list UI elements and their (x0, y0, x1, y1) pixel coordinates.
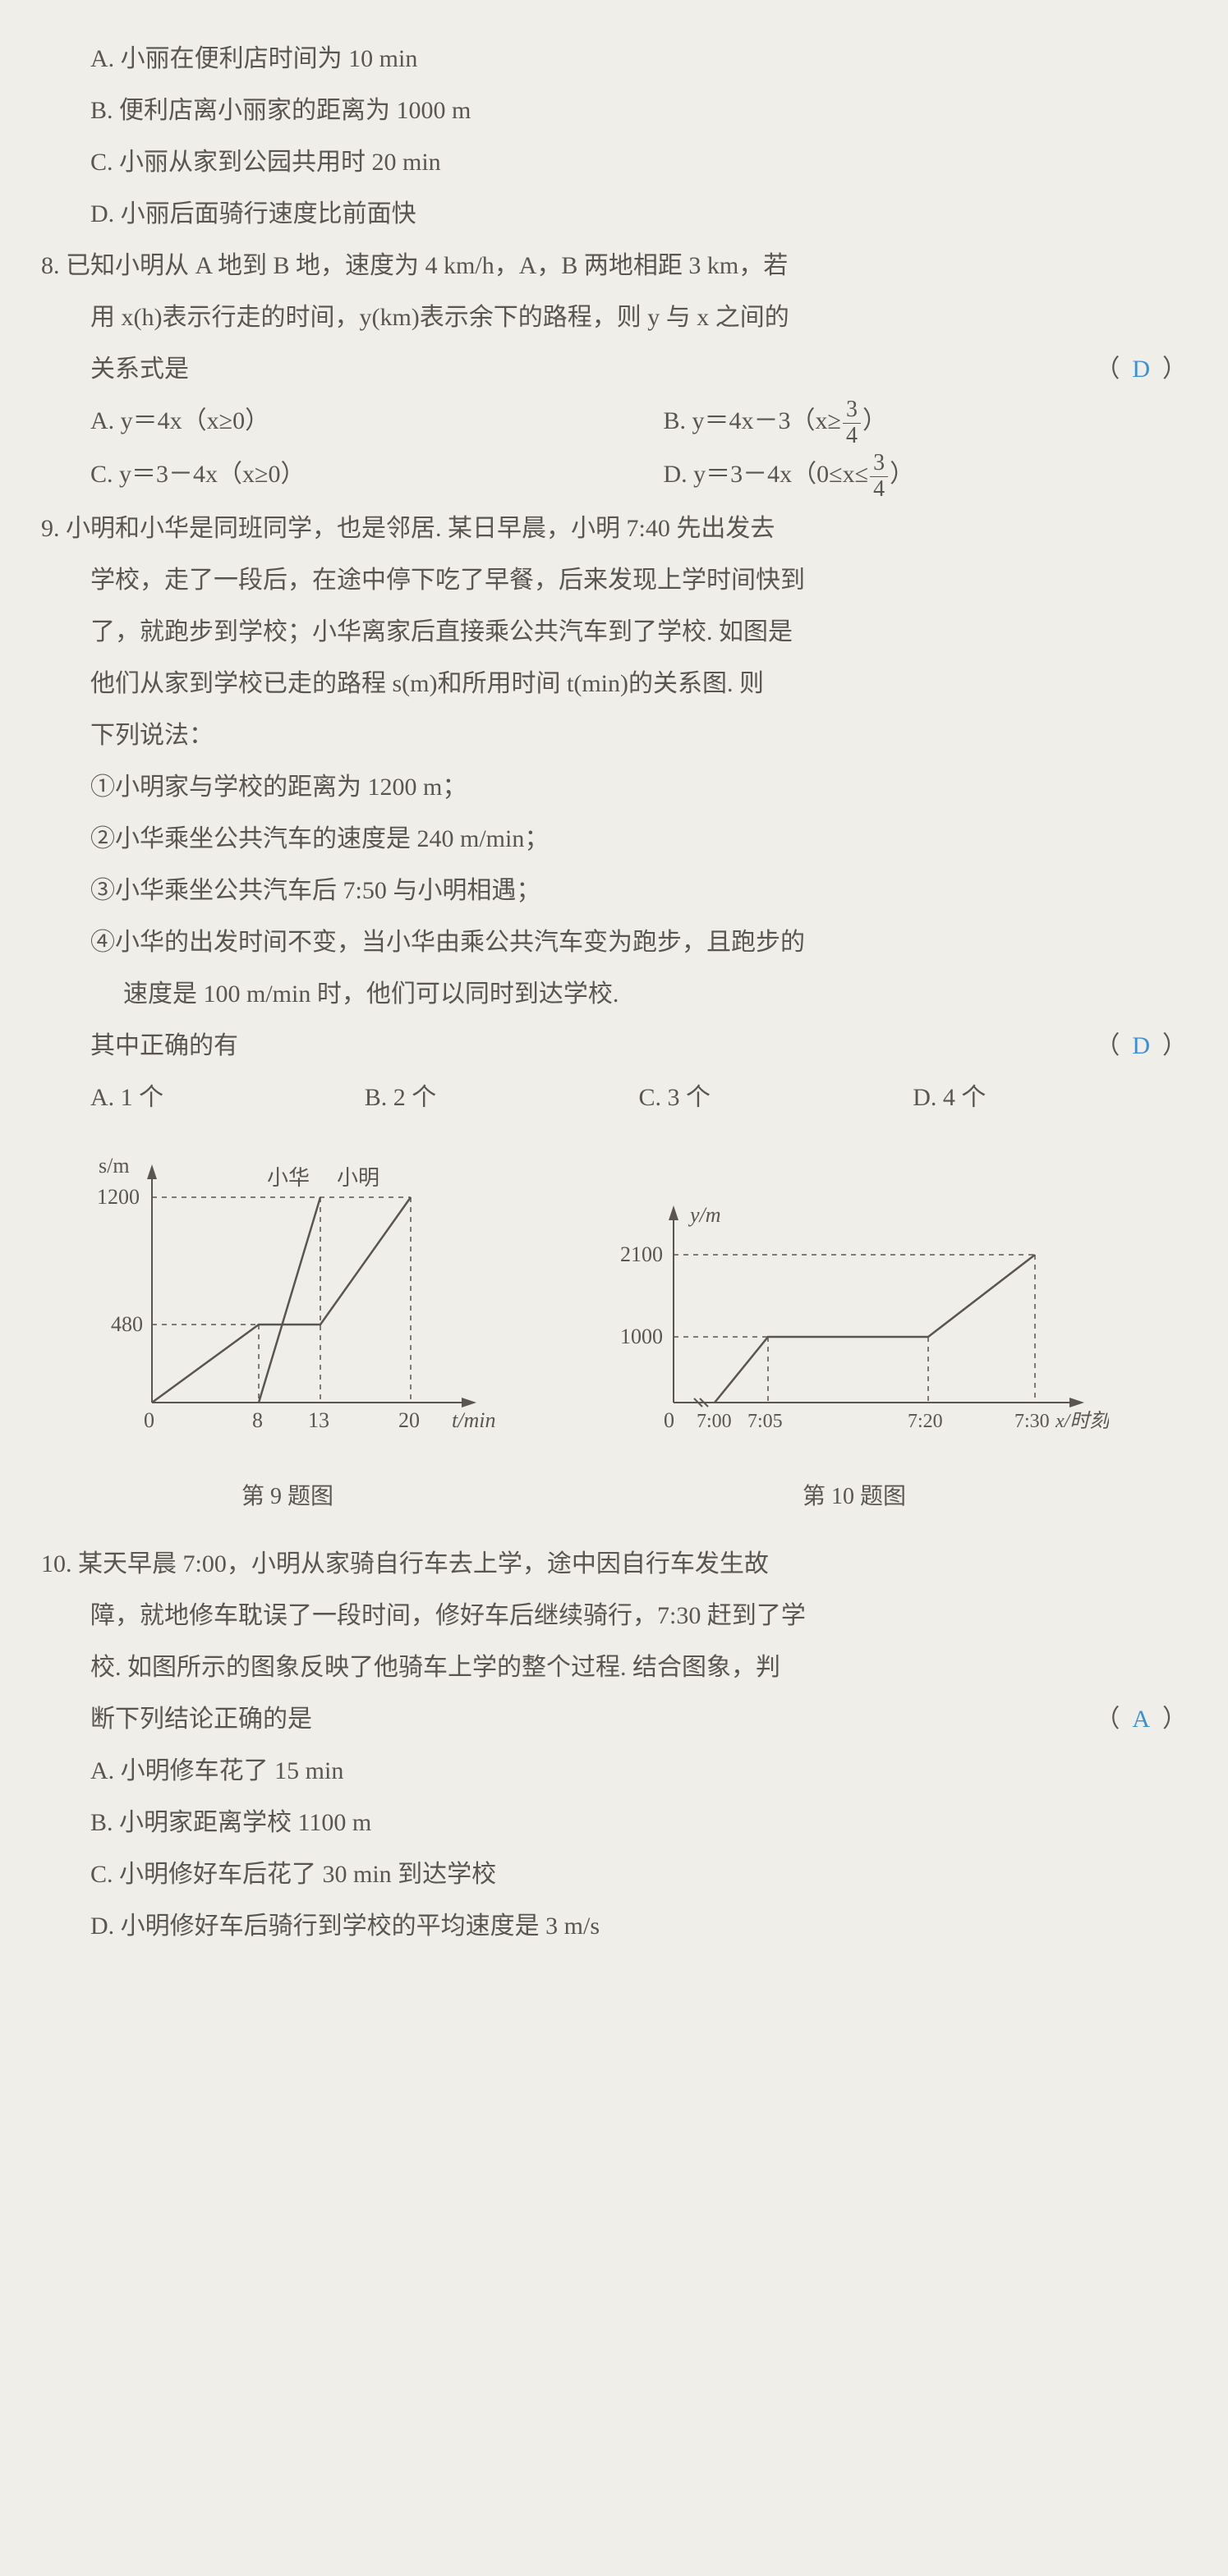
q9-xtick-13: 13 (308, 1408, 329, 1432)
q10-ylabel: y/m (688, 1203, 721, 1227)
q10-number: 10. (41, 1538, 72, 1590)
q9-tail-row: 其中正确的有 （ D ） (41, 1020, 1187, 1072)
q10-option-a: A. 小明修车花了 15 min (41, 1745, 1187, 1797)
charts-row: s/m 1200 480 0 8 13 20 t/min 小华 小明 第 9 题… (74, 1140, 1187, 1522)
frac-n2: 3 (870, 451, 888, 477)
q9-s4b: 速度是 100 m/min 时，他们可以同时到达学校. (41, 968, 1187, 1020)
q8-options-row2: C. y＝3－4x（x≥0） D. y＝3－4x（0≤x≤34） (41, 448, 1187, 502)
q10-l3: 校. 如图所示的图象反映了他骑车上学的整个过程. 结合图象，判 (41, 1642, 1187, 1693)
q9-tail: 其中正确的有 (90, 1032, 238, 1059)
q9-xlabel: t/min (452, 1408, 495, 1432)
q9-l4: 他们从家到学校已走的路程 s(m)和所用时间 t(min)的关系图. 则 (41, 658, 1187, 709)
q8-answer: D (1132, 356, 1150, 383)
q10-l4: 断下列结论正确的是 (90, 1706, 312, 1733)
q9-answer: D (1132, 1032, 1150, 1059)
q10-option-d: D. 小明修好车后骑行到学校的平均速度是 3 m/s (41, 1900, 1187, 1952)
q10-xtick-700: 7:00 (697, 1411, 732, 1432)
q10-xtick-705: 7:05 (747, 1411, 783, 1432)
q8-number: 8. (41, 240, 60, 292)
q10-l1: 某天早晨 7:00，小明从家骑自行车去上学，途中因自行车发生故 (78, 1550, 769, 1577)
q9-s3: ③小华乘坐公共汽车后 7:50 与小明相遇； (41, 865, 1187, 916)
q9-l1: 小明和小华是同班同学，也是邻居. 某日早晨，小明 7:40 先出发去 (66, 515, 775, 542)
q10-xlabel: x/时刻 (1055, 1410, 1109, 1432)
q8-d-pre: D. y＝3－4x（0≤x≤ (664, 461, 869, 488)
q8-option-b: B. y＝4x－3（x≥34） (664, 395, 1188, 448)
q9-option-d: D. 4 个 (913, 1072, 1187, 1123)
paren-right-10: ） (1162, 1706, 1187, 1733)
frac-d2: 4 (870, 477, 888, 503)
q9-s2: ②小华乘坐公共汽车的速度是 240 m/min； (41, 813, 1187, 865)
q9-chart-caption: 第 9 题图 (74, 1473, 501, 1522)
q9-legend-hua: 小华 (267, 1166, 310, 1190)
q8-option-c: C. y＝3－4x（x≥0） (90, 448, 614, 502)
q10-chart: y/m 2100 1000 0 7:00 7:05 7:20 7:30 x/时刻 (600, 1197, 1109, 1452)
q9: 9. 小明和小华是同班同学，也是邻居. 某日早晨，小明 7:40 先出发去 (41, 503, 1187, 554)
q9-xtick-8: 8 (252, 1408, 263, 1432)
q7-option-a: A. 小丽在便利店时间为 10 min (41, 33, 1187, 85)
paren-left: （ (1095, 356, 1120, 383)
q8-stem-row: 关系式是 （ D ） (41, 343, 1187, 395)
q10-l4-row: 断下列结论正确的是 （ A ） (41, 1693, 1187, 1745)
q8-stem-2: 用 x(h)表示行走的时间，y(km)表示余下的路程，则 y 与 x 之间的 (41, 292, 1187, 343)
q9-chart: s/m 1200 480 0 8 13 20 t/min 小华 小明 (74, 1140, 501, 1452)
q8-option-a: A. y＝4x（x≥0） (90, 395, 614, 448)
q9-ytick-480: 480 (111, 1312, 143, 1336)
q9-options: A. 1 个 B. 2 个 C. 3 个 D. 4 个 (41, 1072, 1187, 1123)
q10-ytick-2100: 2100 (620, 1242, 663, 1266)
q9-ylabel: s/m (99, 1154, 130, 1178)
q8-b-post: ） (862, 407, 887, 434)
q10-xtick-730: 7:30 (1014, 1411, 1050, 1432)
q10-ytick-1000: 1000 (620, 1325, 663, 1348)
q8-stem-1: 已知小明从 A 地到 B 地，速度为 4 km/h，A，B 两地相距 3 km，… (66, 252, 788, 279)
q10-xtick-0: 0 (664, 1408, 674, 1432)
q9-option-b: B. 2 个 (365, 1072, 639, 1123)
q8-stem-3: 关系式是 (90, 356, 189, 383)
q8-b-pre: B. y＝4x－3（x≥ (664, 407, 841, 434)
q9-number: 9. (41, 503, 60, 554)
q8-option-d: D. y＝3－4x（0≤x≤34） (664, 448, 1188, 502)
frac-n: 3 (843, 397, 861, 424)
q10-option-c: C. 小明修好车后花了 30 min 到达学校 (41, 1848, 1187, 1900)
q9-l5: 下列说法： (41, 709, 1187, 761)
q9-s4a: ④小华的出发时间不变，当小华由乘公共汽车变为跑步，且跑步的 (41, 916, 1187, 968)
q9-option-c: C. 3 个 (639, 1072, 913, 1123)
q9-l3: 了，就跑步到学校；小华离家后直接乘公共汽车到了学校. 如图是 (41, 606, 1187, 658)
q9-option-a: A. 1 个 (90, 1072, 365, 1123)
q9-xtick-20: 20 (398, 1408, 420, 1432)
q7-option-b: B. 便利店离小丽家的距离为 1000 m (41, 85, 1187, 136)
q10: 10. 某天早晨 7:00，小明从家骑自行车去上学，途中因自行车发生故 (41, 1538, 1187, 1590)
frac-d: 4 (843, 424, 861, 449)
paren-left-10: （ (1095, 1706, 1120, 1733)
q10-chart-caption: 第 10 题图 (600, 1473, 1109, 1522)
q9-xtick-0: 0 (144, 1408, 154, 1432)
paren-left-9: （ (1095, 1032, 1120, 1059)
q10-l2: 障，就地修车耽误了一段时间，修好车后继续骑行，7:30 赶到了学 (41, 1590, 1187, 1642)
q9-legend-ming: 小明 (337, 1166, 379, 1190)
q10-xtick-720: 7:20 (908, 1411, 943, 1432)
q9-ytick-1200: 1200 (97, 1185, 140, 1209)
q10-option-b: B. 小明家距离学校 1100 m (41, 1797, 1187, 1848)
q9-chart-wrap: s/m 1200 480 0 8 13 20 t/min 小华 小明 第 9 题… (74, 1140, 501, 1522)
q8-d-post: ） (890, 461, 914, 488)
paren-right-9: ） (1162, 1032, 1187, 1059)
q8-options-row1: A. y＝4x（x≥0） B. y＝4x－3（x≥34） (41, 395, 1187, 448)
q7-option-c: C. 小丽从家到公园共用时 20 min (41, 136, 1187, 188)
q10-chart-wrap: y/m 2100 1000 0 7:00 7:05 7:20 7:30 x/时刻… (600, 1197, 1109, 1522)
q7-option-d: D. 小丽后面骑行速度比前面快 (41, 188, 1187, 240)
q9-s1: ①小明家与学校的距离为 1200 m； (41, 761, 1187, 813)
q10-answer: A (1132, 1706, 1150, 1733)
q8: 8. 已知小明从 A 地到 B 地，速度为 4 km/h，A，B 两地相距 3 … (41, 240, 1187, 292)
paren-right: ） (1162, 356, 1187, 383)
q9-l2: 学校，走了一段后，在途中停下吃了早餐，后来发现上学时间快到 (41, 554, 1187, 606)
